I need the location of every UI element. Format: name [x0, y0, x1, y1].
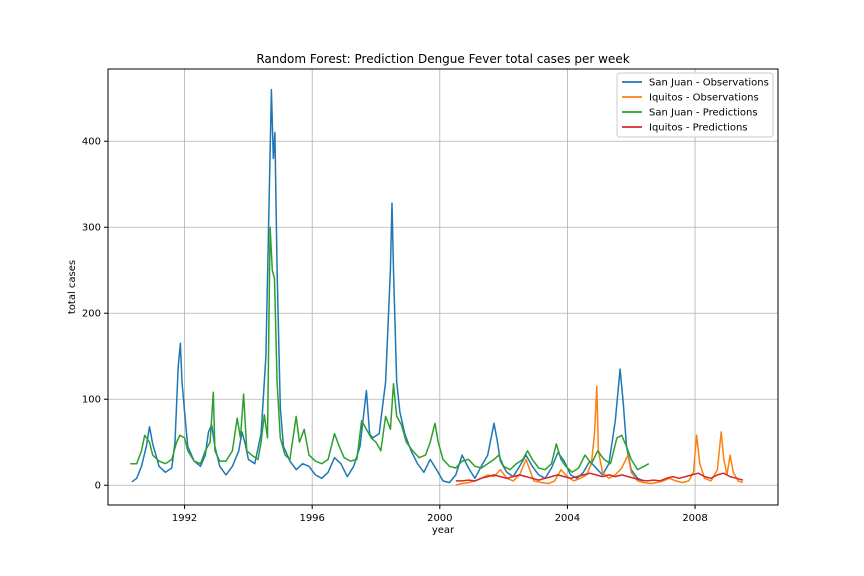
x-tick-label: 2008	[682, 513, 707, 524]
y-tick-label: 100	[82, 395, 101, 406]
x-axis-ticks: 1992 1996 2000 2004 2008	[172, 505, 708, 524]
series-layer	[130, 88, 744, 486]
x-tick-label: 1996	[299, 513, 324, 524]
x-tick-label: 2004	[555, 513, 580, 524]
legend-label: San Juan - Observations	[649, 78, 769, 89]
y-tick-label: 400	[82, 137, 101, 148]
y-tick-label: 0	[95, 481, 101, 492]
y-tick-label: 200	[82, 309, 101, 320]
y-axis-ticks: 0 100 200 300 400	[82, 137, 108, 492]
plot-frame	[107, 68, 779, 506]
x-tick-label: 2000	[427, 513, 452, 524]
chart-title: Random Forest: Prediction Dengue Fever t…	[256, 52, 629, 66]
legend-label: San Juan - Predictions	[649, 108, 758, 119]
y-tick-label: 300	[82, 223, 101, 234]
y-axis-label: total cases	[67, 260, 78, 314]
grid	[108, 69, 778, 505]
series-line-iquitos-predictions	[455, 472, 744, 482]
legend-label: Iquitos - Observations	[649, 93, 759, 104]
x-tick-label: 1992	[172, 513, 197, 524]
series-line-san-juan-observations	[131, 88, 645, 484]
x-axis-label: year	[432, 525, 455, 536]
legend-label: Iquitos - Predictions	[649, 123, 748, 134]
legend: San Juan - Observations Iquitos - Observa…	[616, 72, 774, 138]
legend-frame	[616, 72, 774, 138]
series-line-san-juan-predictions	[130, 226, 650, 474]
